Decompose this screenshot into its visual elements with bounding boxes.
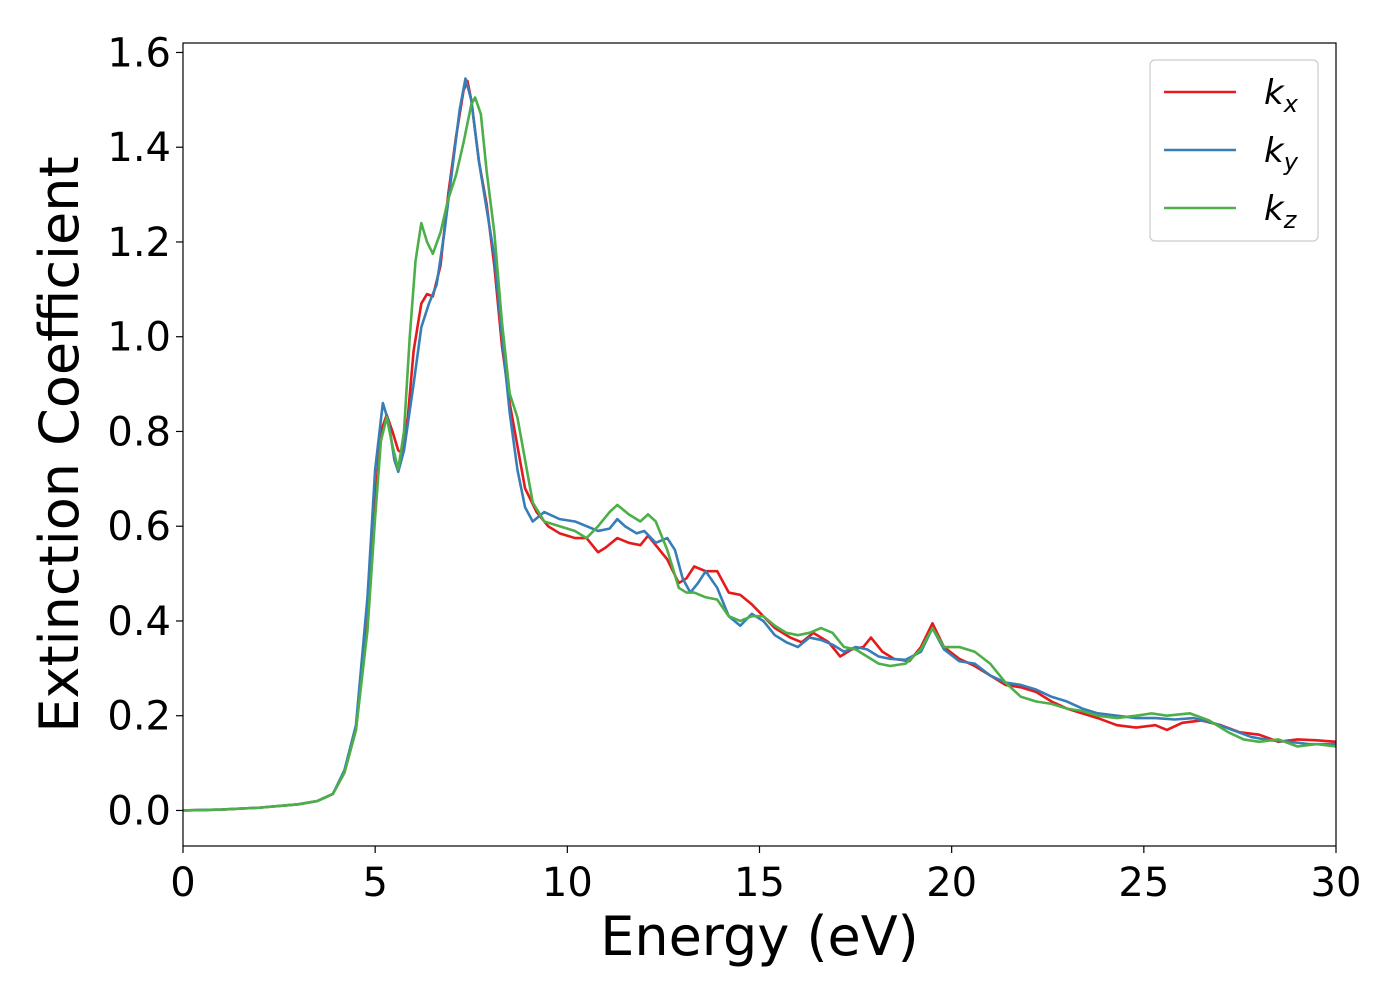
legend-entry-name: k xyxy=(1264,189,1285,229)
x-tick-label: 25 xyxy=(1118,860,1169,906)
series-line-z xyxy=(183,96,1336,812)
x-tick-label: 5 xyxy=(362,860,387,906)
y-axis-ticks: 0.0 0.2 0.4 0.6 0.8 1.0 1.2 1.4 1.6 xyxy=(107,30,183,834)
y-tick-label: 0.8 xyxy=(107,409,171,455)
x-tick-label: 30 xyxy=(1311,860,1362,906)
legend-entry-y: ky xyxy=(1264,131,1299,176)
y-tick-label: 1.6 xyxy=(107,30,171,76)
x-axis-label: Energy (eV) xyxy=(600,905,919,968)
y-tick-label: 0.0 xyxy=(107,788,171,834)
x-tick-label: 0 xyxy=(170,860,195,906)
y-tick-label: 1.4 xyxy=(107,125,171,171)
legend-entry-subscript: x xyxy=(1283,90,1299,118)
legend-entry-z: kz xyxy=(1264,189,1298,234)
legend-entry-subscript: y xyxy=(1283,148,1299,176)
y-tick-label: 1.2 xyxy=(107,220,171,266)
x-axis-ticks: 0 5 10 15 20 25 30 xyxy=(170,846,1361,906)
legend-entry-name: k xyxy=(1264,131,1285,171)
legend-entry-name: k xyxy=(1264,73,1285,113)
x-tick-label: 10 xyxy=(542,860,593,906)
legend-entry-x: kx xyxy=(1264,73,1299,118)
y-tick-label: 0.2 xyxy=(107,694,171,740)
y-tick-label: 0.4 xyxy=(107,599,171,645)
x-tick-label: 20 xyxy=(926,860,977,906)
series-line-y xyxy=(183,77,1336,812)
y-tick-label: 0.6 xyxy=(107,504,171,550)
y-tick-label: 1.0 xyxy=(107,315,171,361)
legend-entry-subscript: z xyxy=(1283,206,1298,234)
x-tick-label: 15 xyxy=(734,860,785,906)
y-axis-label: Extinction Coefficient xyxy=(28,156,91,732)
